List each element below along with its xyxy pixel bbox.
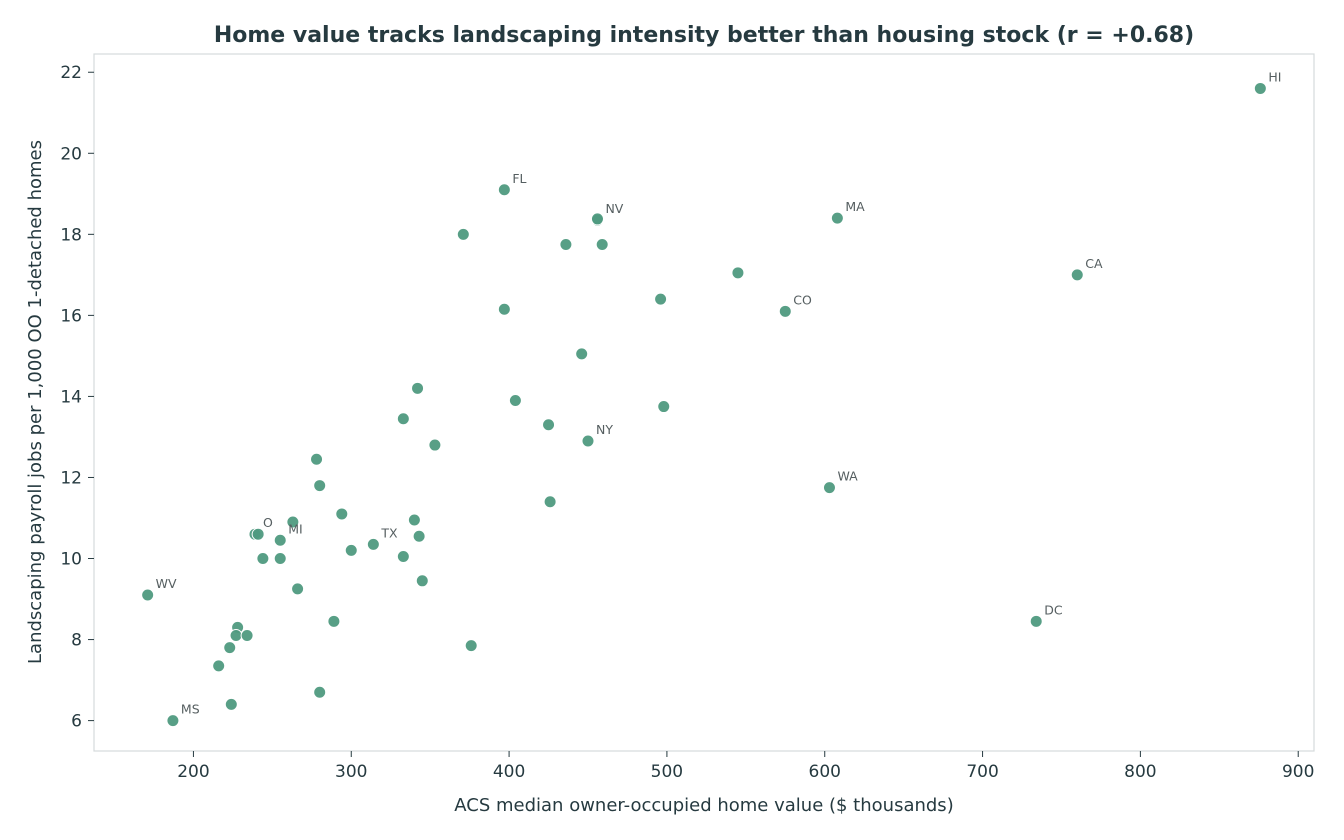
data-point xyxy=(590,212,604,226)
data-point xyxy=(223,641,237,655)
data-point xyxy=(256,552,270,566)
chart-title: Home value tracks landscaping intensity … xyxy=(214,23,1194,48)
y-tick-label: 22 xyxy=(60,63,82,83)
data-point xyxy=(657,400,671,414)
data-point xyxy=(830,211,844,225)
y-tick-label: 18 xyxy=(60,225,82,245)
x-tick-label: 200 xyxy=(177,762,209,782)
data-point xyxy=(313,479,327,493)
data-point xyxy=(595,237,609,251)
data-point xyxy=(396,549,410,563)
point-label: MS xyxy=(181,702,200,717)
data-point xyxy=(654,292,668,306)
x-tick-label: 400 xyxy=(493,762,525,782)
data-point xyxy=(286,515,300,529)
data-point xyxy=(543,495,557,509)
data-point xyxy=(575,347,589,361)
data-point xyxy=(1253,81,1267,95)
data-point xyxy=(141,588,155,602)
data-point xyxy=(407,513,421,527)
x-tick-label: 900 xyxy=(1282,762,1314,782)
y-tick-label: 6 xyxy=(71,712,82,732)
point-label: DC xyxy=(1044,602,1063,617)
data-point xyxy=(344,543,358,557)
data-point xyxy=(464,639,478,653)
data-point xyxy=(396,412,410,426)
data-points xyxy=(141,81,1267,728)
data-point xyxy=(366,537,380,551)
data-point xyxy=(497,183,511,197)
data-point xyxy=(327,614,341,628)
point-label: MA xyxy=(845,199,865,214)
point-labels: HI FL NV MA CA CO NY WA MI TX WV DC MS O xyxy=(156,69,1282,716)
data-point xyxy=(581,434,595,448)
data-point xyxy=(1070,268,1084,282)
point-label: WV xyxy=(156,576,177,591)
x-tick-label: 600 xyxy=(809,762,841,782)
y-tick-label: 10 xyxy=(60,550,82,570)
data-point xyxy=(291,582,305,596)
data-point xyxy=(415,574,429,588)
point-label: TX xyxy=(380,525,398,540)
data-point xyxy=(335,507,349,521)
data-point xyxy=(273,533,287,547)
data-point xyxy=(411,381,425,395)
plot-frame xyxy=(93,53,1315,752)
x-axis-label: ACS median owner-occupied home value ($ … xyxy=(454,795,953,816)
y-tick-label: 16 xyxy=(60,306,82,326)
point-label: CA xyxy=(1085,256,1103,271)
point-label: MI xyxy=(288,521,302,536)
point-label: FL xyxy=(512,171,526,186)
point-label: NV xyxy=(605,201,623,216)
y-tick-label: 12 xyxy=(60,468,82,488)
data-point xyxy=(313,685,327,699)
point-label: O xyxy=(263,515,273,530)
y-tick-label: 14 xyxy=(60,387,82,407)
data-point xyxy=(456,227,470,241)
point-label: NY xyxy=(596,422,613,437)
data-point xyxy=(542,418,556,432)
data-point xyxy=(212,659,226,673)
y-axis-ticks: 6 8 10 12 14 16 18 20 22 xyxy=(60,63,94,732)
data-point xyxy=(497,302,511,316)
data-point xyxy=(428,438,442,452)
data-point xyxy=(240,629,254,643)
point-label: HI xyxy=(1268,69,1281,84)
data-point xyxy=(778,304,792,318)
x-tick-label: 700 xyxy=(966,762,998,782)
data-point xyxy=(310,452,324,466)
data-point xyxy=(229,629,243,643)
data-point xyxy=(166,714,180,728)
data-point xyxy=(1029,614,1043,628)
data-point xyxy=(559,237,573,251)
y-tick-label: 8 xyxy=(71,631,82,651)
data-point xyxy=(731,266,745,280)
data-point xyxy=(412,529,426,543)
y-tick-label: 20 xyxy=(60,144,82,164)
data-point xyxy=(822,481,836,495)
x-axis-ticks: 200 300 400 500 600 700 800 900 xyxy=(177,751,1314,782)
data-point xyxy=(224,697,238,711)
point-label: WA xyxy=(837,469,858,484)
data-point xyxy=(251,527,265,541)
x-tick-label: 500 xyxy=(651,762,683,782)
data-point xyxy=(273,552,287,566)
y-axis-label: Landscaping payroll jobs per 1,000 OO 1-… xyxy=(25,140,46,664)
x-tick-label: 300 xyxy=(335,762,367,782)
point-label: CO xyxy=(793,292,812,307)
x-tick-label: 800 xyxy=(1124,762,1156,782)
data-point xyxy=(508,393,522,407)
